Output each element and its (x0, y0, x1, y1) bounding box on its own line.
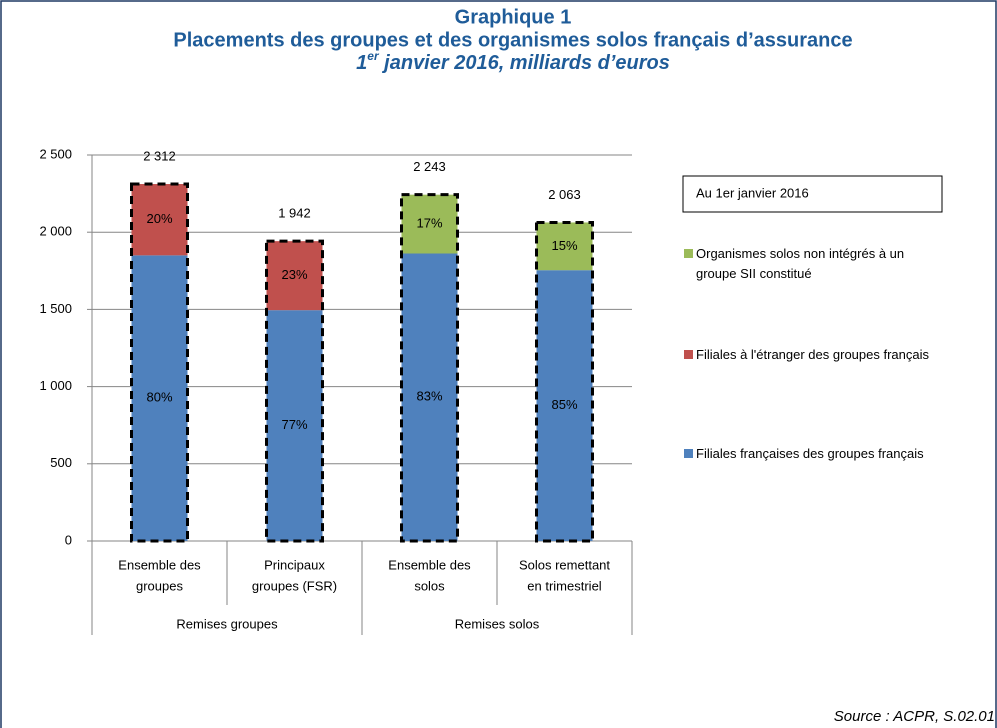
share-label: 20% (146, 211, 172, 226)
total-outline (265, 239, 324, 543)
group-label: Remises groupes (176, 616, 278, 631)
x-tick-label: solos (414, 578, 445, 593)
date-rest: janvier 2016, milliards d’euros (379, 52, 670, 74)
y-tick-label: 2 000 (39, 224, 72, 239)
bar-segment (536, 270, 593, 541)
bar-segment (131, 184, 188, 256)
legend-title: Au 1er janvier 2016 (696, 185, 809, 200)
y-tick-label: 2 500 (39, 146, 72, 161)
total-label: 1 942 (278, 206, 311, 221)
x-tick-label: Principaux (264, 557, 325, 572)
share-label: 23% (281, 267, 307, 282)
y-tick-label: 1 000 (39, 378, 72, 393)
date-pre: 1 (356, 52, 367, 74)
total-label: 2 243 (413, 159, 446, 174)
group-label: Remises solos (455, 616, 540, 631)
total-outline (130, 182, 189, 543)
legend-swatch (684, 249, 693, 258)
y-tick-label: 500 (50, 455, 72, 470)
chart-subtitle: Placements des groupes et des organismes… (173, 29, 852, 51)
bar-segment (401, 253, 458, 541)
bar-segment (266, 310, 323, 541)
legend-label: Organismes solos non intégrés à un group… (696, 246, 905, 281)
legend-swatch (684, 350, 693, 359)
total-label: 2 312 (143, 148, 176, 163)
x-tick-label: groupes (136, 578, 183, 593)
total-outline (535, 220, 594, 543)
legend-label: Filiales à l'étranger des groupes frança… (696, 347, 929, 362)
share-label: 80% (146, 390, 172, 405)
source: Source : ACPR, S.02.01 (834, 708, 995, 725)
x-tick-label: en trimestriel (527, 578, 602, 593)
share-label: 83% (416, 389, 442, 404)
share-label: 77% (281, 417, 307, 432)
x-tick-label: Solos remettant (519, 557, 610, 572)
bar-segment (401, 194, 458, 254)
total-label: 2 063 (548, 187, 581, 202)
bar-segment (266, 241, 323, 311)
y-tick-label: 1 500 (39, 301, 72, 316)
total-outline (400, 193, 459, 543)
date-note: 1er janvier 2016, milliards d’euros (356, 49, 670, 74)
date-sup: er (367, 49, 380, 63)
bar-segment (131, 255, 188, 542)
share-label: 17% (416, 216, 442, 231)
share-label: 15% (551, 238, 577, 253)
x-tick-label: Ensemble des (388, 557, 471, 572)
legend-title-box (682, 175, 943, 213)
x-tick-label: Ensemble des (118, 557, 201, 572)
share-label: 85% (551, 397, 577, 412)
y-tick-label: 0 (65, 532, 72, 547)
bar-segment (536, 222, 593, 271)
x-tick-label: groupes (FSR) (252, 578, 337, 593)
legend-swatch (684, 449, 693, 458)
chart-title: Graphique 1 (455, 6, 572, 28)
legend-label: Filiales françaises des groupes français (696, 446, 924, 461)
